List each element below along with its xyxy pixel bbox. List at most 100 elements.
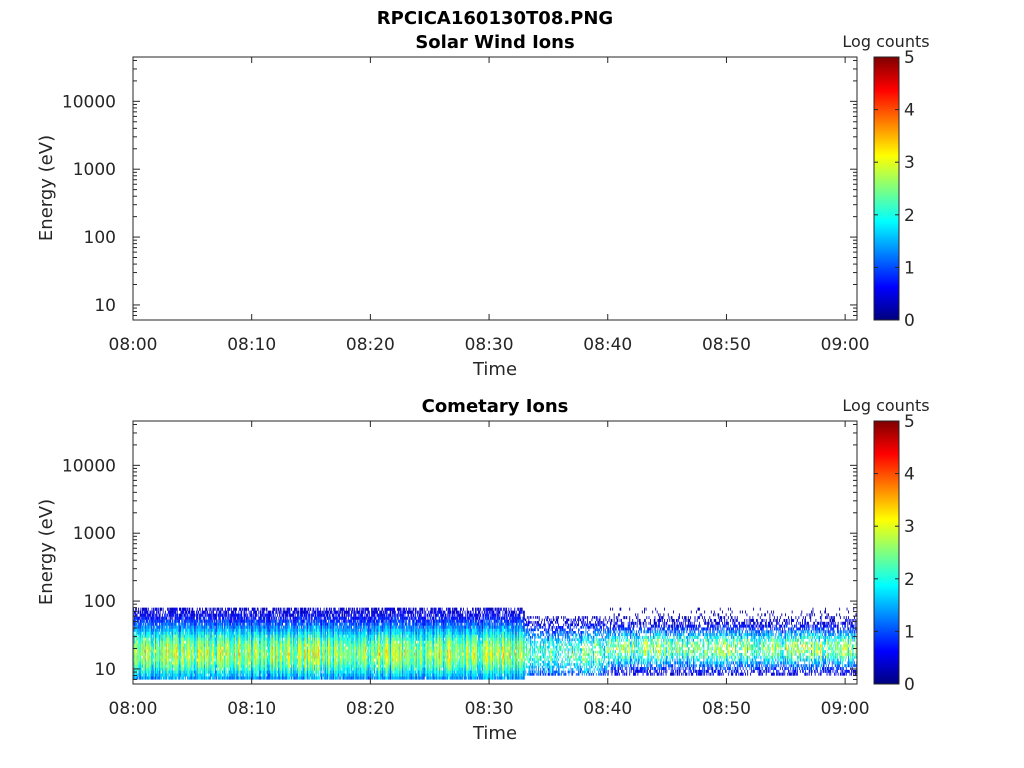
heatmap-cell: [189, 614, 190, 617]
heatmap-cell: [207, 626, 208, 629]
colorbar-tick-label: 4: [904, 101, 915, 121]
heatmap-cell: [264, 617, 265, 620]
heatmap-cell: [226, 614, 227, 617]
heatmap-cell: [206, 638, 207, 641]
heatmap-cell: [140, 608, 141, 611]
heatmap-cell: [216, 611, 217, 614]
heatmap-cell: [249, 617, 250, 620]
heatmap-cell: [235, 611, 236, 614]
heatmap-cell: [232, 617, 233, 620]
heatmap-cell: [179, 620, 180, 623]
heatmap-cell: [278, 611, 279, 614]
heatmap-cell: [189, 611, 190, 614]
heatmap-cell: [193, 673, 194, 676]
heatmap-cell: [220, 608, 221, 611]
heatmap-cell: [222, 608, 223, 611]
heatmap-cell: [244, 623, 245, 626]
heatmap-cell: [281, 611, 282, 614]
heatmap-cell: [295, 611, 296, 614]
heatmap-cell: [166, 647, 167, 650]
heatmap-cell: [183, 620, 184, 623]
plot-frame: [133, 57, 857, 320]
heatmap-cell: [157, 614, 158, 617]
heatmap-cell: [257, 656, 258, 659]
heatmap-cell: [225, 673, 226, 676]
heatmap-cell: [176, 653, 177, 656]
heatmap-cell: [261, 611, 262, 614]
heatmap-cell: [194, 611, 195, 614]
heatmap-cell: [256, 614, 257, 617]
heatmap-cell: [194, 617, 195, 620]
heatmap-cell: [228, 611, 229, 614]
heatmap-cell: [161, 676, 162, 679]
heatmap-cell: [263, 623, 264, 626]
heatmap-cell: [183, 629, 184, 632]
heatmap-cell: [257, 641, 258, 644]
heatmap-cell: [178, 614, 179, 617]
heatmap-cell: [280, 611, 281, 614]
heatmap-cells: [133, 608, 857, 680]
heatmap-cell: [290, 665, 291, 668]
heatmap-cell: [196, 659, 197, 662]
heatmap-cell: [279, 650, 280, 653]
heatmap-cell: [270, 623, 271, 626]
heatmap-cell: [157, 644, 158, 647]
heatmap-cell: [256, 611, 257, 614]
heatmap-cell: [186, 623, 187, 626]
heatmap-cell: [291, 620, 292, 623]
heatmap-cell: [262, 653, 263, 656]
heatmap-cell: [247, 608, 248, 611]
heatmap-cell: [172, 662, 173, 665]
heatmap-cell: [145, 659, 146, 662]
heatmap-cell: [154, 611, 155, 614]
heatmap-cell: [258, 614, 259, 617]
heatmap-cell: [272, 632, 273, 635]
heatmap-cell: [212, 617, 213, 620]
heatmap-cell: [253, 665, 254, 668]
heatmap-cell: [137, 623, 138, 626]
heatmap-cell: [161, 608, 162, 611]
heatmap-cell: [211, 632, 212, 635]
heatmap-cell: [152, 626, 153, 629]
heatmap-cell: [162, 614, 163, 617]
heatmap-cell: [295, 641, 296, 644]
figure-title: RPCICA160130T08.PNG: [377, 8, 613, 29]
heatmap-cell: [276, 620, 277, 623]
heatmap-cell: [300, 656, 301, 659]
heatmap-cell: [260, 623, 261, 626]
heatmap-cell: [295, 667, 296, 670]
heatmap-cell: [197, 608, 198, 611]
heatmap-cell: [267, 653, 268, 656]
heatmap-cell: [202, 614, 203, 617]
heatmap-cell: [288, 667, 289, 670]
panel-title: Cometary Ions: [422, 396, 569, 417]
heatmap-cell: [159, 629, 160, 632]
heatmap-cell: [228, 617, 229, 620]
heatmap-cell: [288, 650, 289, 653]
heatmap-cell: [244, 653, 245, 656]
heatmap-cell: [213, 659, 214, 662]
heatmap-cell: [153, 608, 154, 611]
x-tick-label: 09:00: [821, 335, 870, 355]
heatmap-cell: [222, 626, 223, 629]
heatmap-cell: [171, 617, 172, 620]
heatmap-cell: [276, 673, 277, 676]
heatmap-cell: [251, 617, 252, 620]
heatmap-cell: [295, 614, 296, 617]
heatmap-cell: [286, 617, 287, 620]
heatmap-cell: [173, 641, 174, 644]
heatmap-cell: [289, 647, 290, 650]
heatmap-cell: [223, 611, 224, 614]
heatmap-cell: [263, 614, 264, 617]
heatmap-cell: [282, 623, 283, 626]
heatmap-cell: [187, 614, 188, 617]
colorbar-label: Log counts: [842, 32, 929, 51]
heatmap-cell: [212, 620, 213, 623]
heatmap-cell: [298, 611, 299, 614]
heatmap-cell: [292, 676, 293, 679]
heatmap-cell: [213, 611, 214, 614]
heatmap-cell: [171, 667, 172, 670]
heatmap-cell: [155, 650, 156, 653]
heatmap-cell: [169, 617, 170, 620]
heatmap-cell: [273, 611, 274, 614]
